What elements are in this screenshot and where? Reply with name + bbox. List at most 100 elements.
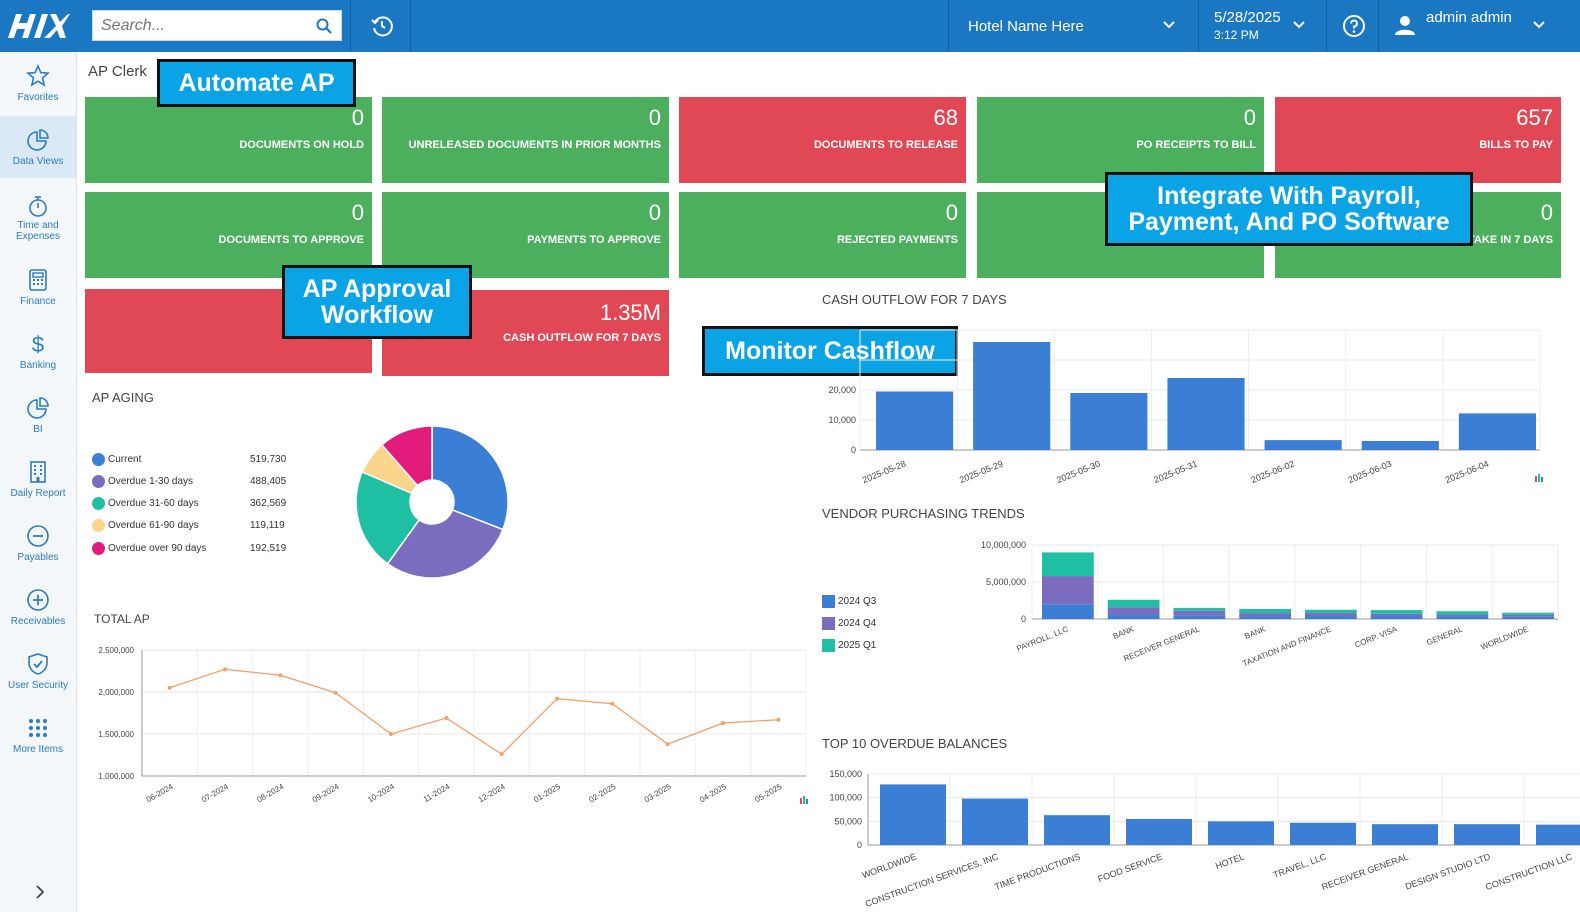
- stopwatch-icon: [29, 196, 47, 217]
- legend-item[interactable]: Overdue 1-30 days 488,405: [92, 474, 292, 490]
- recent-history-button[interactable]: [358, 8, 406, 44]
- bar-segment: [1107, 599, 1160, 608]
- kpi-tile[interactable]: 0 REJECTED PAYMENTS: [679, 192, 966, 278]
- sidebar-item-time-and-expenses[interactable]: Time and Expenses: [0, 182, 76, 244]
- sidebar-item-daily-report[interactable]: Daily Report: [0, 448, 76, 510]
- data-point: [444, 716, 449, 721]
- kpi-tile[interactable]: 0 UNRELEASED DOCUMENTS IN PRIOR MONTHS: [382, 97, 669, 183]
- kpi-label: PO RECEIPTS TO BILL: [1136, 139, 1256, 151]
- bar-segment: [1370, 613, 1423, 617]
- y-tick-label: 50,000: [834, 816, 862, 826]
- y-tick-label: 1,000,000: [98, 772, 134, 781]
- y-tick-label: 100,000: [829, 793, 862, 803]
- svg-text:$: $: [32, 332, 44, 356]
- business-date-selector[interactable]: 5/28/2025 3:12 PM: [1202, 0, 1326, 52]
- history-icon: [371, 16, 393, 37]
- legend-item[interactable]: Overdue 31-60 days 362,569: [92, 496, 292, 512]
- legend-label: Overdue 1-30 days: [108, 476, 194, 487]
- pie-slice: [431, 425, 509, 531]
- pie-slice: [386, 508, 504, 579]
- sidebar-item-data-views[interactable]: Data Views: [0, 116, 76, 178]
- kpi-tile[interactable]: 68 DOCUMENTS TO RELEASE: [679, 97, 966, 183]
- sidebar-item-finance[interactable]: Finance: [0, 256, 76, 318]
- chevron-down-icon: [1533, 21, 1545, 29]
- search-input[interactable]: [93, 11, 309, 40]
- x-tick-label: 08-2024: [255, 782, 285, 805]
- sidebar-item-banking[interactable]: $ Banking: [0, 320, 76, 382]
- x-tick-label: RECEIVER GENERAL: [1320, 851, 1409, 892]
- sidebar-item-payables[interactable]: Payables: [0, 512, 76, 574]
- legend-value: 362,569: [250, 498, 287, 509]
- bar-segment: [1502, 612, 1554, 615]
- data-point: [610, 701, 615, 706]
- kpi-tile[interactable]: 0 PO RECEIPTS TO BILL: [977, 97, 1264, 183]
- kpi-tile[interactable]: 657 BILLS TO PAY: [1275, 97, 1561, 183]
- y-tick-label: 0: [1021, 614, 1026, 624]
- bar: [876, 391, 954, 450]
- x-tick-label: CORP. VISA: [1353, 624, 1398, 649]
- sidebar-item-user-security[interactable]: User Security: [0, 640, 76, 702]
- kpi-tile[interactable]: 0 PAYMENTS TO APPROVE: [382, 192, 669, 278]
- sidebar-item-label: Payables: [17, 552, 59, 563]
- kpi-label: UNRELEASED DOCUMENTS IN PRIOR MONTHS: [408, 139, 661, 151]
- callout-text: Integrate With Payroll,: [1157, 182, 1421, 210]
- cash-outflow-title: CASH OUTFLOW FOR 7 DAYS: [822, 292, 1007, 307]
- sidebar-item-more-items[interactable]: More Items: [0, 704, 76, 766]
- ap-aging-title: AP AGING: [92, 390, 154, 405]
- legend-item[interactable]: Current 519,730: [92, 452, 292, 468]
- kpi-tile[interactable]: 0 DOCUMENTS TO APPROVE: [85, 192, 372, 278]
- legend-item[interactable]: Overdue 61-90 days 119,119: [92, 518, 292, 534]
- search-icon[interactable]: [309, 11, 339, 40]
- user-menu[interactable]: admin admin: [1382, 0, 1580, 52]
- bar: [1044, 815, 1110, 845]
- legend-swatch: [92, 453, 105, 466]
- help-icon: [1343, 15, 1365, 37]
- help-button[interactable]: [1330, 0, 1378, 52]
- bar-segment: [1305, 616, 1357, 619]
- sidebar-item-favorites[interactable]: Favorites: [0, 52, 76, 114]
- hotel-selector[interactable]: Hotel Name Here: [952, 0, 1198, 52]
- legend-item[interactable]: 2024 Q3: [822, 595, 912, 609]
- bar-segment: [1173, 610, 1226, 616]
- ap-aging-chart: [355, 425, 509, 579]
- sidebar-item-receivables[interactable]: Receivables: [0, 576, 76, 638]
- kpi-label: DOCUMENTS TO APPROVE: [218, 234, 364, 246]
- export-chart-icon[interactable]: [799, 794, 809, 804]
- x-tick-label: 2025-05-30: [1055, 459, 1101, 486]
- business-time: 3:12 PM: [1214, 28, 1259, 42]
- legend-value: 119,119: [250, 520, 285, 531]
- data-point: [776, 717, 781, 722]
- sidebar-item-label: Data Views: [12, 156, 64, 167]
- search-box: [92, 10, 342, 41]
- bar-segment: [1107, 607, 1160, 615]
- brand-logo[interactable]: [6, 12, 70, 40]
- bar-segment: [1436, 616, 1489, 619]
- bar-segment: [1239, 609, 1291, 614]
- building-icon: [30, 461, 46, 483]
- sidebar-item-bi[interactable]: BI: [0, 384, 76, 446]
- bar: [880, 784, 946, 845]
- sidebar-item-label: Daily Report: [10, 488, 66, 499]
- kpi-label: CASH OUTFLOW FOR 7 DAYS: [503, 332, 661, 344]
- bar-segment: [1239, 616, 1291, 619]
- bar-segment: [1173, 607, 1226, 611]
- kpi-tile[interactable]: 0 DOCUMENTS ON HOLD: [85, 97, 372, 183]
- legend-swatch: [822, 595, 835, 608]
- separator: [948, 0, 949, 52]
- data-point: [333, 690, 338, 695]
- data-point: [665, 742, 670, 747]
- sidebar-item-label: Favorites: [17, 92, 59, 103]
- chevron-right-icon[interactable]: [32, 884, 48, 900]
- y-tick-label: 0: [857, 840, 862, 850]
- separator: [1326, 0, 1327, 52]
- y-tick-label: 10,000: [828, 415, 856, 425]
- legend-item[interactable]: Overdue over 90 days 192,519: [92, 541, 292, 557]
- x-tick-label: PAYROLL, LLC: [1015, 624, 1069, 653]
- legend-item[interactable]: 2024 Q4: [822, 617, 912, 631]
- export-chart-icon[interactable]: [1534, 472, 1544, 482]
- bar: [1458, 413, 1536, 450]
- legend-label: 2024 Q4: [838, 618, 877, 629]
- y-tick-label: 10,000,000: [981, 540, 1026, 550]
- legend-item[interactable]: 2025 Q1: [822, 639, 912, 653]
- x-tick-label: 2025-05-28: [861, 459, 907, 486]
